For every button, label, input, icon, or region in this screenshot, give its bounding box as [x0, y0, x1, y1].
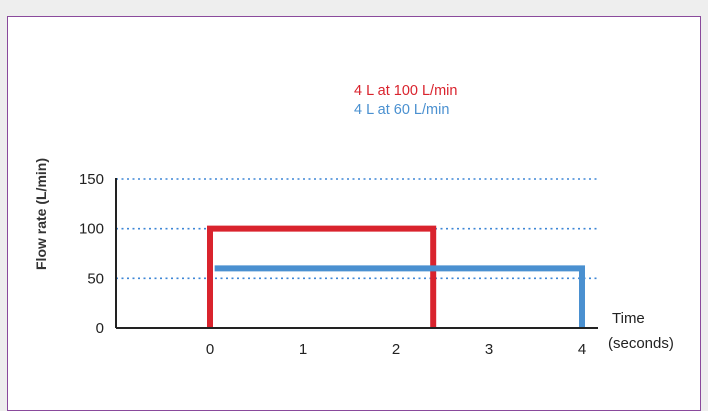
- x-tick-label-2: 2: [392, 341, 400, 358]
- y-axis-label: Flow rate (L/min): [33, 158, 49, 270]
- y-tick-label-150: 150: [79, 171, 104, 188]
- chart-card: [7, 16, 701, 411]
- series-line-1: [207, 225, 437, 328]
- legend-entry-1: 4 L at 100 L/min: [354, 83, 457, 99]
- x-tick-label-1: 1: [299, 341, 307, 358]
- y-tick-label-100: 100: [79, 221, 104, 238]
- x-tick-label-3: 3: [485, 341, 493, 358]
- x-tick-label-0: 0: [206, 341, 214, 358]
- y-tick-label-0: 0: [96, 320, 104, 337]
- x-tick-label-4: 4: [578, 341, 586, 358]
- x-axis-label-line-2: (seconds): [608, 335, 674, 352]
- legend-entry-2: 4 L at 60 L/min: [354, 102, 449, 118]
- y-tick-label-50: 50: [87, 270, 104, 287]
- series-line-2: [214, 265, 585, 328]
- x-axis-label-line-1: Time: [612, 310, 645, 327]
